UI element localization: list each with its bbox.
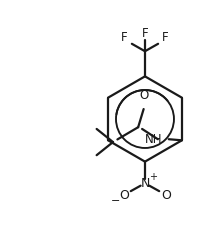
Text: F: F	[121, 31, 128, 44]
Text: F: F	[162, 31, 169, 44]
Text: −: −	[111, 196, 121, 206]
Text: +: +	[149, 172, 157, 182]
Text: NH: NH	[145, 133, 162, 146]
Text: O: O	[119, 188, 129, 202]
Text: O: O	[139, 89, 148, 103]
Text: N: N	[140, 177, 150, 189]
Text: O: O	[161, 188, 171, 202]
Text: F: F	[142, 27, 148, 40]
